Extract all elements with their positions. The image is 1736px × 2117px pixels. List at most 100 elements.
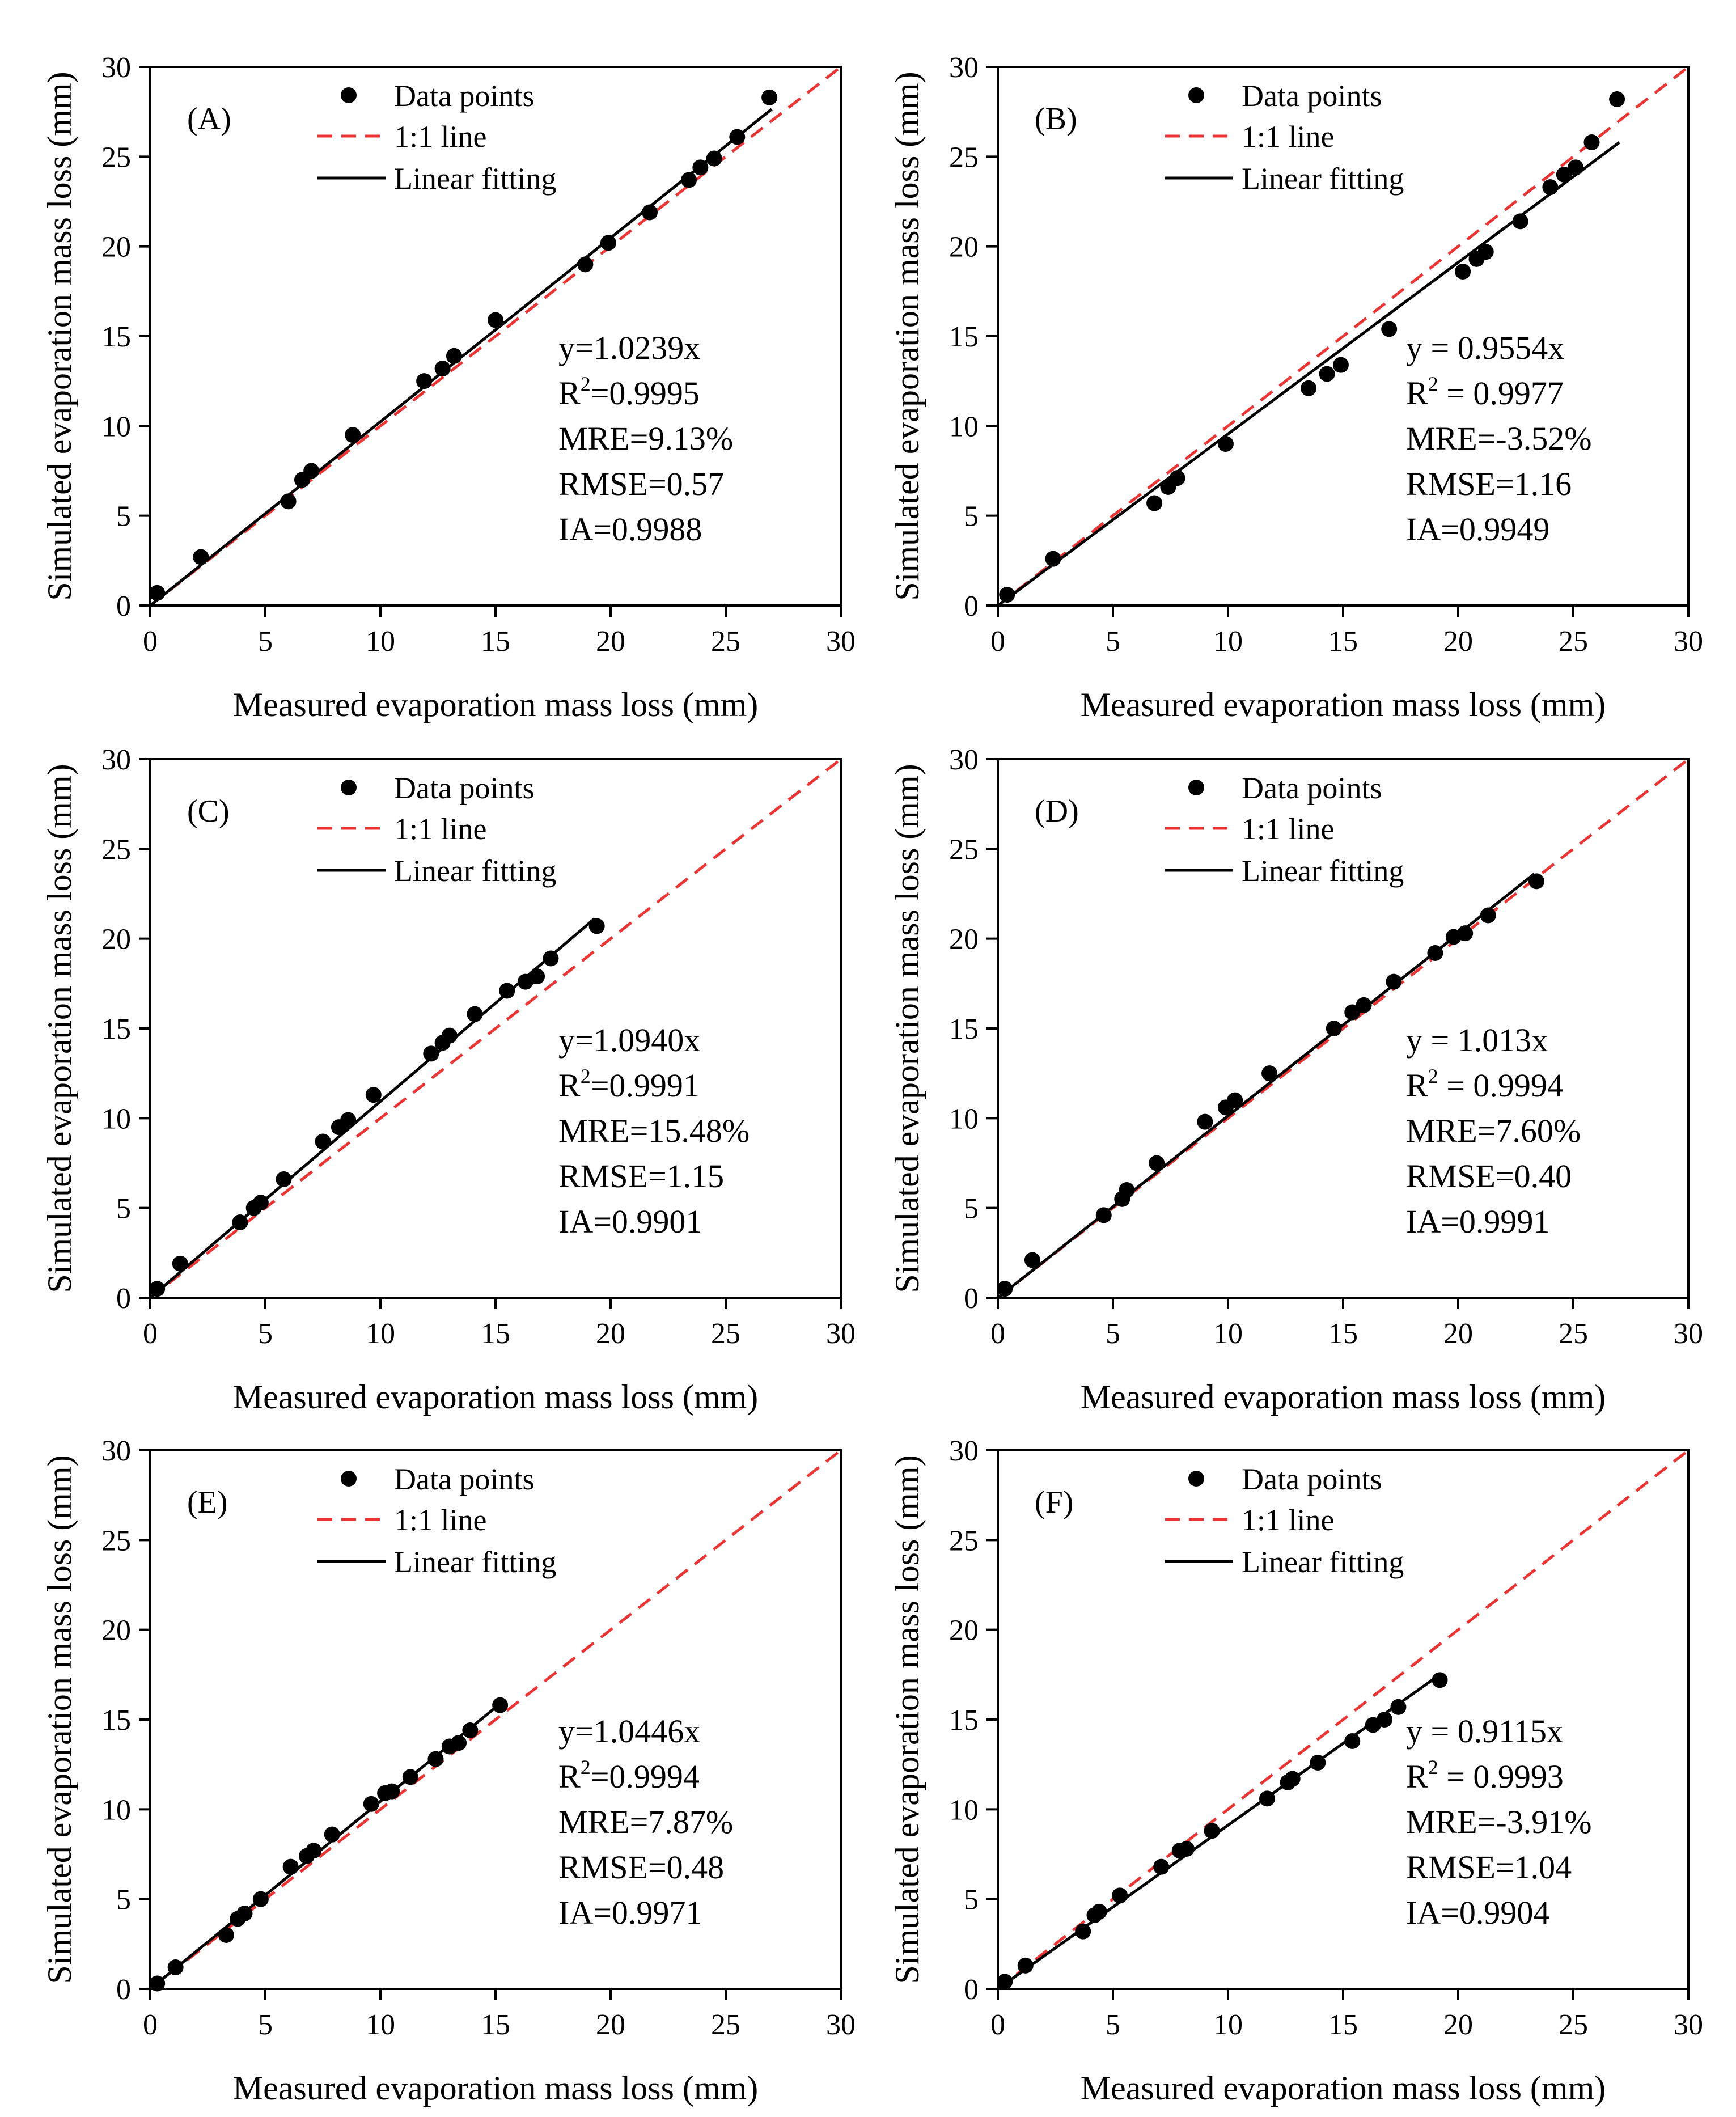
y-tick-label: 30 (101, 744, 131, 776)
legend-fit-label: Linear fitting (1242, 162, 1404, 196)
legend-identity-label: 1:1 line (1242, 120, 1334, 154)
legend-point-marker (341, 1471, 357, 1487)
stat-mre: MRE=7.60% (1406, 1112, 1581, 1149)
y-axis-title: Simulated evaporation mass loss (mm) (41, 71, 78, 600)
legend-fit-label: Linear fitting (1242, 854, 1404, 888)
data-point (1045, 551, 1061, 567)
data-point (451, 1735, 467, 1751)
stat-ia: IA=0.9901 (558, 1203, 702, 1240)
x-tick-label: 30 (1674, 2009, 1703, 2041)
data-point (499, 983, 515, 999)
data-point (282, 1858, 299, 1875)
data-point (345, 427, 361, 443)
data-point (427, 1751, 444, 1767)
data-point (1390, 1699, 1407, 1715)
data-point (1197, 1113, 1213, 1130)
stat-rmse: RMSE=1.16 (1406, 465, 1572, 502)
r2-symbol: R (1406, 375, 1428, 412)
chart-panel: 0 5 10 15 20 25 30 0 5 10 15 20 25 30 Measured evapora… (888, 1435, 1703, 2107)
legend-points-label: Data points (394, 771, 534, 805)
data-point (218, 1927, 234, 1943)
data-point (1112, 1887, 1128, 1904)
r2-superscript: 2 (1428, 1065, 1438, 1087)
data-point (543, 950, 559, 967)
data-point (1259, 1790, 1276, 1807)
legend-point-marker (341, 780, 357, 795)
x-tick-label: 25 (1559, 625, 1588, 658)
data-point (1377, 1712, 1393, 1728)
data-point (600, 235, 616, 251)
y-tick-label: 15 (949, 1013, 979, 1045)
legend-identity-label: 1:1 line (1242, 812, 1334, 846)
y-tick-label: 25 (101, 833, 131, 866)
stat-r2: R2=0.9991 (558, 1065, 700, 1104)
y-tick-label: 5 (116, 501, 131, 533)
stat-ia: IA=0.9971 (558, 1894, 702, 1931)
x-tick-label: 20 (596, 625, 625, 658)
r2-value: = 0.9994 (1438, 1067, 1564, 1104)
x-tick-label: 30 (1674, 625, 1703, 658)
y-tick-label: 0 (116, 590, 131, 623)
data-point (1427, 945, 1443, 961)
data-point (1344, 1004, 1361, 1021)
data-point (1091, 1903, 1107, 1920)
r2-symbol: R (558, 375, 581, 412)
y-tick-label: 0 (116, 1974, 131, 2006)
identity-line (150, 67, 841, 606)
r2-superscript: 2 (581, 372, 591, 395)
data-point (1146, 495, 1163, 511)
stat-ia: IA=0.9991 (1406, 1203, 1549, 1240)
stat-r2: R2 = 0.9994 (1406, 1065, 1564, 1104)
stat-r2: R2=0.9994 (558, 1756, 700, 1795)
legend-fit-label: Linear fitting (1242, 1545, 1404, 1579)
data-point (1204, 1823, 1220, 1839)
x-tick-label: 10 (1213, 1318, 1243, 1350)
y-tick-label: 5 (964, 1193, 979, 1225)
x-tick-label: 5 (258, 2009, 273, 2041)
data-point (1178, 1841, 1195, 1857)
legend-identity-label: 1:1 line (394, 1503, 486, 1537)
r2-superscript: 2 (1428, 372, 1438, 395)
stat-mre: MRE=7.87% (558, 1803, 733, 1840)
x-tick-label: 5 (1106, 1318, 1120, 1350)
data-point (999, 587, 1015, 603)
fit-line (149, 1703, 501, 1990)
data-point (1119, 1182, 1135, 1198)
x-tick-label: 15 (481, 2009, 510, 2041)
y-tick-label: 20 (101, 1615, 131, 1647)
data-point (1583, 134, 1600, 150)
data-point (1386, 973, 1402, 990)
y-tick-label: 30 (101, 52, 131, 84)
stat-r2: R2 = 0.9977 (1406, 372, 1564, 412)
r2-value: = 0.9977 (1438, 375, 1564, 412)
stat-ia: IA=0.9988 (558, 511, 702, 548)
stat-mre: MRE=-3.91% (1406, 1803, 1592, 1840)
stat-ia: IA=0.9949 (1406, 511, 1549, 548)
data-point (1480, 907, 1496, 924)
data-point (1356, 997, 1372, 1013)
y-tick-label: 20 (949, 924, 979, 956)
y-tick-label: 25 (949, 141, 979, 173)
data-point (1609, 91, 1625, 107)
data-point (402, 1769, 418, 1785)
data-point (276, 1171, 292, 1187)
x-axis-title: Measured evaporation mass loss (mm) (233, 2069, 758, 2107)
data-point (462, 1722, 479, 1738)
x-axis-title: Measured evaporation mass loss (mm) (1081, 686, 1606, 723)
y-axis-title: Simulated evaporation mass loss (mm) (888, 764, 926, 1293)
identity-line (150, 1450, 841, 1989)
legend-fit-label: Linear fitting (394, 854, 556, 888)
data-point (1477, 244, 1494, 260)
stat-rmse: RMSE=0.48 (558, 1849, 724, 1886)
data-point (1017, 1957, 1034, 1974)
x-tick-label: 25 (711, 625, 740, 658)
x-tick-label: 0 (990, 1318, 1005, 1350)
y-tick-label: 5 (116, 1193, 131, 1225)
y-tick-label: 10 (949, 1103, 979, 1135)
x-axis-title: Measured evaporation mass loss (mm) (1081, 1378, 1606, 1416)
stat-mre: MRE=15.48% (558, 1112, 750, 1149)
x-tick-label: 0 (143, 625, 158, 658)
data-point (1556, 167, 1572, 183)
chart-panel: 0 5 10 15 20 25 30 0 5 10 15 20 25 30 Measured evapora… (888, 744, 1703, 1416)
